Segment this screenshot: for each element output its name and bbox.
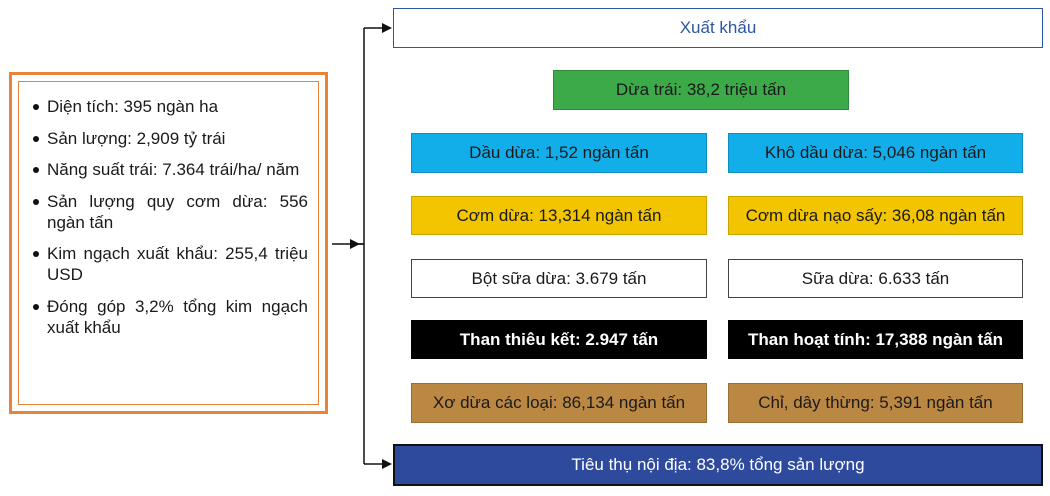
coir-rope-box: Chỉ, dây thừng: 5,391 ngàn tấn bbox=[728, 383, 1023, 423]
stat-yield: Năng suất trái: 7.364 trái/ha/ năm bbox=[31, 159, 308, 180]
whole-coconut-box: Dừa trái: 38,2 triệu tấn bbox=[553, 70, 849, 110]
export-box: Xuất khẩu bbox=[393, 8, 1043, 48]
stats-box-inner: Diện tích: 395 ngàn ha Sản lượng: 2,909 … bbox=[18, 81, 319, 405]
stat-area: Diện tích: 395 ngàn ha bbox=[31, 96, 308, 117]
charcoal-box: Than thiêu kết: 2.947 tấn bbox=[411, 320, 707, 359]
coconut-milk-box: Sữa dừa: 6.633 tấn bbox=[728, 259, 1023, 298]
stats-box: Diện tích: 395 ngàn ha Sản lượng: 2,909 … bbox=[9, 72, 328, 414]
desiccated-coconut-box: Cơm dừa nạo sấy: 36,08 ngàn tấn bbox=[728, 196, 1023, 235]
domestic-consumption-box: Tiêu thụ nội địa: 83,8% tổng sản lượng bbox=[393, 444, 1043, 486]
copra-meal-box: Khô dầu dừa: 5,046 ngàn tấn bbox=[728, 133, 1023, 173]
arrowhead-domestic bbox=[382, 459, 392, 469]
stat-output: Sản lượng: 2,909 tỷ trái bbox=[31, 128, 308, 149]
activated-carbon-box: Than hoạt tính: 17,388 ngàn tấn bbox=[728, 320, 1023, 359]
coir-fiber-box: Xơ dừa các loại: 86,134 ngàn tấn bbox=[411, 383, 707, 423]
arrowhead-center bbox=[350, 239, 360, 249]
stat-export-share: Đóng góp 3,2% tổng kim ngạch xuất khẩu bbox=[31, 296, 308, 338]
coconut-meat-box: Cơm dừa: 13,314 ngàn tấn bbox=[411, 196, 707, 235]
arrowhead-export bbox=[382, 23, 392, 33]
coconut-milk-powder-box: Bột sữa dừa: 3.679 tấn bbox=[411, 259, 707, 298]
stat-export-value: Kim ngạch xuất khẩu: 255,4 triệu USD bbox=[31, 243, 308, 285]
coconut-oil-box: Dầu dừa: 1,52 ngàn tấn bbox=[411, 133, 707, 173]
stats-list: Diện tích: 395 ngàn ha Sản lượng: 2,909 … bbox=[31, 96, 308, 338]
stat-copra-equivalent: Sản lượng quy cơm dừa: 556 ngàn tấn bbox=[31, 191, 308, 233]
